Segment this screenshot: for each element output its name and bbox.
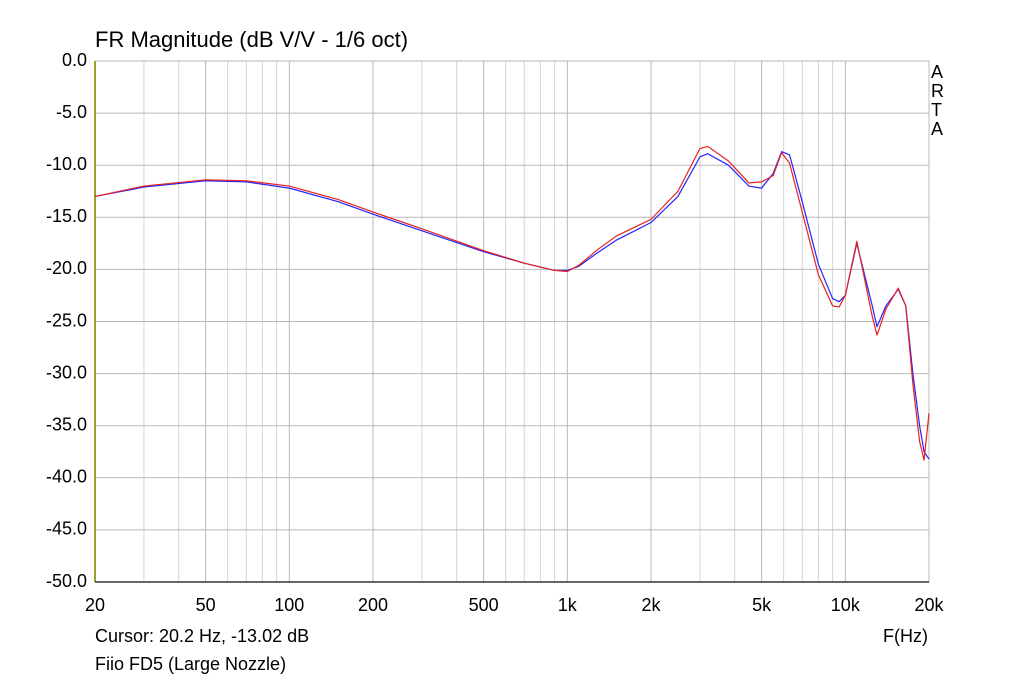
cursor-readout: Cursor: 20.2 Hz, -13.02 dB [95, 626, 309, 646]
fr-curve [94, 151, 930, 460]
x-tick-label: 20k [914, 595, 944, 615]
y-tick-label: -25.0 [46, 310, 87, 330]
x-tick-label: 200 [358, 595, 388, 615]
fr-curve [94, 145, 930, 461]
y-tick-label: -30.0 [46, 362, 87, 382]
y-tick-label: -20.0 [46, 258, 87, 278]
y-tick-label: -45.0 [46, 519, 87, 539]
y-tick-label: -40.0 [46, 467, 87, 487]
y-tick-label: -50.0 [46, 571, 87, 591]
x-tick-label: 50 [196, 595, 216, 615]
x-axis-label: F(Hz) [883, 626, 928, 646]
y-tick-label: -15.0 [46, 206, 87, 226]
x-tick-label: 2k [641, 595, 661, 615]
y-tick-label: 0.0 [62, 50, 87, 70]
x-tick-label: 1k [558, 595, 578, 615]
x-tick-label: 500 [469, 595, 499, 615]
y-tick-label: -5.0 [56, 102, 87, 122]
y-tick-label: -35.0 [46, 414, 87, 434]
chart-title: FR Magnitude (dB V/V - 1/6 oct) [95, 27, 408, 52]
x-tick-label: 100 [274, 595, 304, 615]
x-tick-label: 10k [831, 595, 861, 615]
x-tick-label: 5k [752, 595, 772, 615]
x-tick-label: 20 [85, 595, 105, 615]
y-tick-label: -10.0 [46, 154, 87, 174]
caption: Fiio FD5 (Large Nozzle) [95, 654, 286, 674]
watermark: ARTA [931, 62, 944, 139]
